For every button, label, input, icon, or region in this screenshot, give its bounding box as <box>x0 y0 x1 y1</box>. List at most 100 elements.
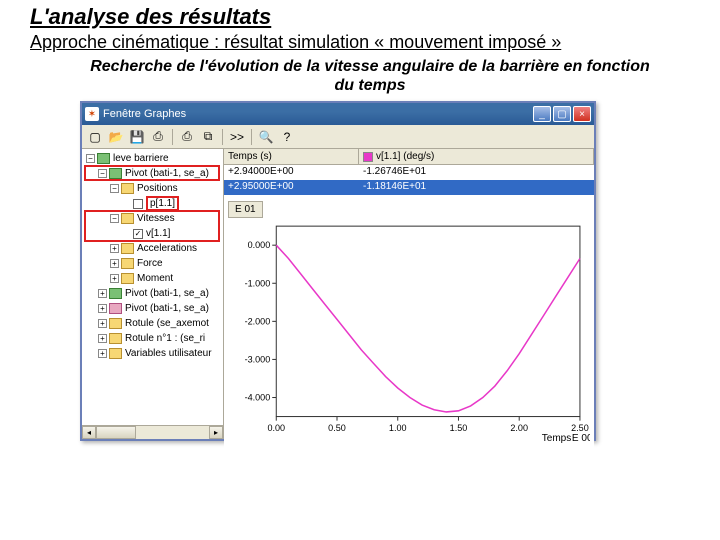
tree-horizontal-scrollbar[interactable]: ◂ ▸ <box>82 425 223 439</box>
slide-subtitle: Approche cinématique : résultat simulati… <box>30 32 690 53</box>
cell-time: +2.94000E+00 <box>224 165 359 180</box>
toolbar: ▢📂💾⎙⎙⧉>>🔍? <box>82 125 594 149</box>
tree-toggle[interactable]: − <box>98 169 107 178</box>
tree-row[interactable]: −Positions <box>82 181 223 196</box>
tree-row[interactable]: − Pivot (bati-1, se_a) <box>82 166 223 181</box>
tree-row[interactable]: + Accelerations <box>82 241 223 256</box>
tree-toggle[interactable]: + <box>98 334 107 343</box>
folder-icon <box>109 348 122 359</box>
tree-label: Pivot (bati-1, se_a) <box>125 168 209 179</box>
minimize-button[interactable]: _ <box>533 106 551 122</box>
folder-icon <box>121 183 134 194</box>
tree-toggle[interactable]: − <box>86 154 95 163</box>
right-pane: Temps (s) v[1.1] (deg/s) +2.94000E+00-1.… <box>224 149 594 439</box>
tree-row[interactable]: + Rotule n°1 : (se_ri <box>82 331 223 346</box>
scroll-left-button[interactable]: ◂ <box>82 426 96 439</box>
chart-plot[interactable]: 0.000-1.000-2.000-3.000-4.0000.000.501.0… <box>228 220 590 445</box>
window-title: Fenêtre Graphes <box>103 108 186 120</box>
tree-label: Pivot (bati-1, se_a) <box>125 303 209 314</box>
cell-value: -1.18146E+01 <box>359 180 594 195</box>
tree-toggle[interactable]: + <box>110 244 119 253</box>
tree-row[interactable]: + Pivot (bati-1, se_a) <box>82 301 223 316</box>
folder-icon <box>97 153 110 164</box>
column-value-label: v[1.1] (deg/s) <box>376 151 434 162</box>
tree-row[interactable]: − leve barriere <box>82 151 223 166</box>
zoom-icon[interactable]: 🔍 <box>257 128 275 146</box>
props-icon[interactable]: >> <box>228 128 246 146</box>
tree-label: Pivot (bati-1, se_a) <box>125 288 209 299</box>
tree-row[interactable]: + Rotule (se_axemot <box>82 316 223 331</box>
chart-area: E 01 0.000-1.000-2.000-3.000-4.0000.000.… <box>224 195 594 450</box>
folder-icon <box>109 168 122 179</box>
close-button[interactable]: × <box>573 106 591 122</box>
tree-row[interactable]: p[1.1] <box>82 196 223 211</box>
tree-label: Moment <box>137 273 173 284</box>
tree-toggle[interactable]: + <box>98 349 107 358</box>
tree-toggle[interactable]: + <box>98 319 107 328</box>
tree-row[interactable]: + Force <box>82 256 223 271</box>
data-row[interactable]: +2.94000E+00-1.26746E+01 <box>224 165 594 180</box>
tree-label: Vitesses <box>137 213 175 224</box>
help-icon[interactable]: ? <box>278 128 296 146</box>
svg-text:E 00: E 00 <box>572 433 590 444</box>
tree-label: Rotule (se_axemot <box>125 318 209 329</box>
scroll-thumb[interactable] <box>96 426 136 439</box>
tree-row[interactable]: + Pivot (bati-1, se_a) <box>82 286 223 301</box>
scroll-right-button[interactable]: ▸ <box>209 426 223 439</box>
chart-y-unit: E 01 <box>228 201 263 218</box>
graph-window: ✶ Fenêtre Graphes _ ▢ × ▢📂💾⎙⎙⧉>>🔍? −leve… <box>80 101 596 441</box>
tree-label: Force <box>137 258 163 269</box>
tree-checkbox[interactable]: ✓ <box>133 229 143 239</box>
save-all-icon[interactable]: ⎙ <box>149 128 167 146</box>
folder-icon <box>121 258 134 269</box>
tree-toggle[interactable]: + <box>110 259 119 268</box>
tree-toggle[interactable]: + <box>110 274 119 283</box>
print-icon[interactable]: ⎙ <box>178 128 196 146</box>
new-icon[interactable]: ▢ <box>86 128 104 146</box>
data-row[interactable]: +2.95000E+00-1.18146E+01 <box>224 180 594 195</box>
tree-row[interactable]: − Vitesses <box>82 211 223 226</box>
tree-toggle[interactable]: − <box>110 214 119 223</box>
svg-text:2.00: 2.00 <box>510 423 528 433</box>
svg-text:-4.000: -4.000 <box>245 393 271 403</box>
folder-icon <box>109 288 122 299</box>
tree-row[interactable]: + Variables utilisateur <box>82 346 223 361</box>
open-icon[interactable]: 📂 <box>107 128 125 146</box>
tree-row[interactable]: ✓v[1.1] <box>82 226 223 241</box>
tree-label: Rotule n°1 : (se_ri <box>125 333 205 344</box>
folder-icon <box>109 333 122 344</box>
maximize-button[interactable]: ▢ <box>553 106 571 122</box>
svg-text:-3.000: -3.000 <box>245 355 271 365</box>
folder-icon <box>121 243 134 254</box>
tree-label: Variables utilisateur <box>125 348 212 359</box>
tree-toggle[interactable]: + <box>98 289 107 298</box>
svg-text:1.50: 1.50 <box>450 423 468 433</box>
slide-caption: Recherche de l'évolution de la vitesse a… <box>80 57 660 95</box>
scroll-track[interactable] <box>96 426 209 439</box>
svg-text:-2.000: -2.000 <box>245 317 271 327</box>
tree-row[interactable]: + Moment <box>82 271 223 286</box>
tree-checkbox[interactable] <box>133 199 143 209</box>
folder-icon <box>109 318 122 329</box>
svg-text:0.50: 0.50 <box>328 423 346 433</box>
svg-text:2.50: 2.50 <box>571 423 589 433</box>
tree-label: leve barriere <box>113 153 169 164</box>
copy-icon[interactable]: ⧉ <box>199 128 217 146</box>
save-icon[interactable]: 💾 <box>128 128 146 146</box>
column-time[interactable]: Temps (s) <box>224 149 359 164</box>
tree-toggle[interactable]: − <box>110 184 119 193</box>
svg-text:-1.000: -1.000 <box>245 279 271 289</box>
column-value[interactable]: v[1.1] (deg/s) <box>359 149 594 164</box>
data-header: Temps (s) v[1.1] (deg/s) <box>224 149 594 165</box>
window-titlebar[interactable]: ✶ Fenêtre Graphes _ ▢ × <box>82 103 594 125</box>
folder-icon <box>121 213 134 224</box>
cell-time: +2.95000E+00 <box>224 180 359 195</box>
svg-text:0.00: 0.00 <box>267 423 285 433</box>
cell-value: -1.26746E+01 <box>359 165 594 180</box>
folder-icon <box>109 303 122 314</box>
tree-panel: −leve barriere−Pivot (bati-1, se_a)−Posi… <box>82 149 224 439</box>
svg-text:1.00: 1.00 <box>389 423 407 433</box>
tree-toggle[interactable]: + <box>98 304 107 313</box>
window-icon: ✶ <box>85 107 99 121</box>
tree-label: Accelerations <box>137 243 197 254</box>
